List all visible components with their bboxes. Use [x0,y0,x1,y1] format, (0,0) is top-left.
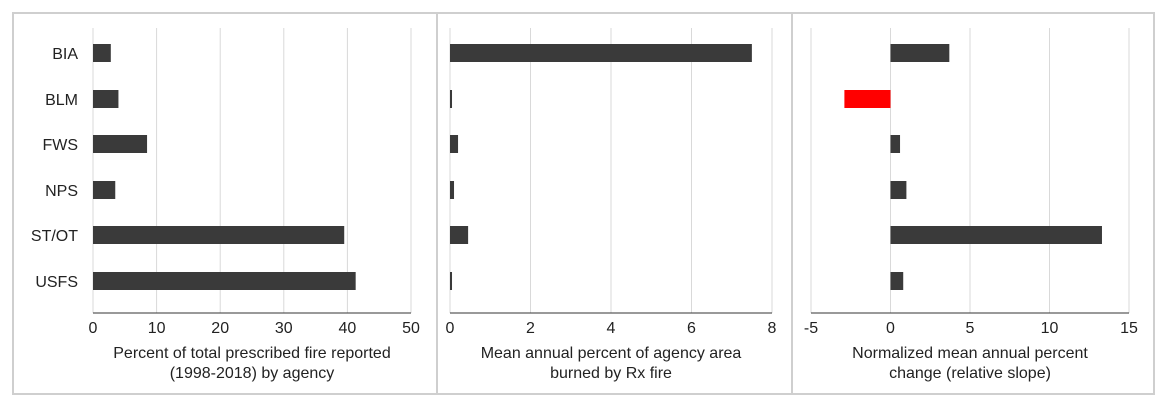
bar-p1-fws [93,135,148,153]
bar-p3-blm [844,90,891,108]
x-axis-title-p2-line2: burned by Rx fire [550,365,672,382]
bar-p3-st-ot [890,226,1102,244]
bar-p3-nps [890,181,907,199]
category-label-fws: FWS [42,137,78,154]
tick-label-p3-0: -5 [804,320,818,337]
bar-p1-nps [93,181,116,199]
category-label-nps: NPS [45,183,78,200]
bar-p2-blm [450,90,453,108]
tick-label-p3-1: 0 [886,320,895,337]
bar-p1-st-ot [93,226,345,244]
category-label-blm: BLM [45,92,78,109]
x-axis-title-p3-line2: change (relative slope) [889,365,1051,382]
tick-label-p1-1: 10 [148,320,166,337]
tick-label-p3-3: 10 [1041,320,1059,337]
bar-p2-st-ot [450,226,469,244]
bar-p1-blm [93,90,119,108]
category-label-usfs: USFS [35,274,78,291]
bar-p3-bia [890,44,950,62]
x-axis-title-p1-line1: Percent of total prescribed fire reporte… [113,345,390,362]
tick-label-p2-0: 0 [446,320,455,337]
tick-label-p1-4: 40 [339,320,357,337]
category-label-bia: BIA [52,46,78,63]
bar-p2-fws [450,135,459,153]
tick-label-p1-3: 30 [275,320,293,337]
bar-p1-bia [93,44,111,62]
tick-label-p1-2: 20 [211,320,229,337]
bar-p2-bia [450,44,752,62]
bar-p3-fws [890,135,901,153]
bar-p3-usfs [890,272,904,290]
tick-label-p2-1: 2 [526,320,535,337]
tick-label-p1-5: 50 [402,320,420,337]
panel-frame-3 [791,12,1155,395]
tick-label-p1-0: 0 [89,320,98,337]
tick-label-p2-3: 6 [687,320,696,337]
x-axis-title-p2-line1: Mean annual percent of agency area [481,345,742,362]
category-label-st-ot: ST/OT [31,228,78,245]
tick-label-p3-4: 15 [1120,320,1138,337]
x-axis-title-p3-line1: Normalized mean annual percent [852,345,1088,362]
tick-label-p3-2: 5 [966,320,975,337]
bar-p2-nps [450,181,455,199]
bar-p1-usfs [93,272,356,290]
x-axis-title-p1-line2: (1998-2018) by agency [170,365,335,382]
tick-label-p2-4: 8 [768,320,777,337]
bar-p2-usfs [450,272,453,290]
tick-label-p2-2: 4 [607,320,616,337]
